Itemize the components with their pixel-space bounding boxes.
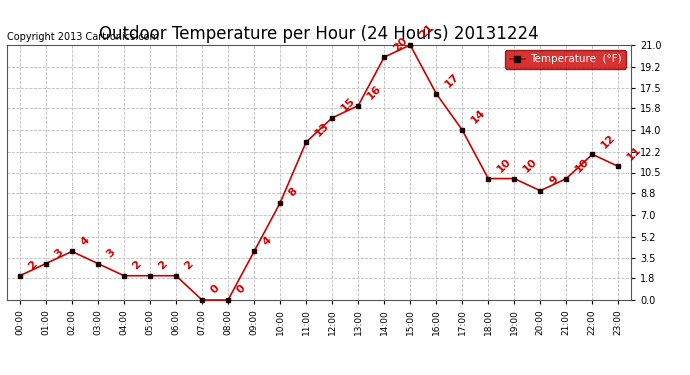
Text: 17: 17: [443, 71, 461, 89]
Text: 16: 16: [365, 83, 383, 102]
Text: 10: 10: [521, 156, 539, 174]
Text: 14: 14: [469, 108, 487, 126]
Text: 2: 2: [183, 259, 195, 272]
Text: 13: 13: [313, 120, 331, 138]
Text: 2: 2: [27, 259, 39, 272]
Text: 11: 11: [625, 144, 643, 162]
Title: Outdoor Temperature per Hour (24 Hours) 20131224: Outdoor Temperature per Hour (24 Hours) …: [99, 26, 539, 44]
Text: 8: 8: [287, 186, 299, 199]
Text: 4: 4: [79, 235, 92, 247]
Text: 2: 2: [157, 259, 170, 272]
Text: 20: 20: [391, 35, 409, 53]
Text: 10: 10: [573, 156, 591, 174]
Legend: Temperature  (°F): Temperature (°F): [505, 50, 626, 69]
Text: 15: 15: [339, 96, 357, 114]
Text: 3: 3: [105, 247, 117, 259]
Text: 4: 4: [261, 235, 274, 247]
Text: 10: 10: [495, 156, 513, 174]
Text: 12: 12: [600, 132, 618, 150]
Text: 21: 21: [417, 23, 435, 41]
Text: 0: 0: [209, 284, 221, 296]
Text: Copyright 2013 Cartronics.com: Copyright 2013 Cartronics.com: [7, 33, 159, 42]
Text: 0: 0: [235, 284, 248, 296]
Text: 2: 2: [131, 259, 144, 272]
Text: 3: 3: [53, 247, 66, 259]
Text: 9: 9: [547, 174, 560, 186]
